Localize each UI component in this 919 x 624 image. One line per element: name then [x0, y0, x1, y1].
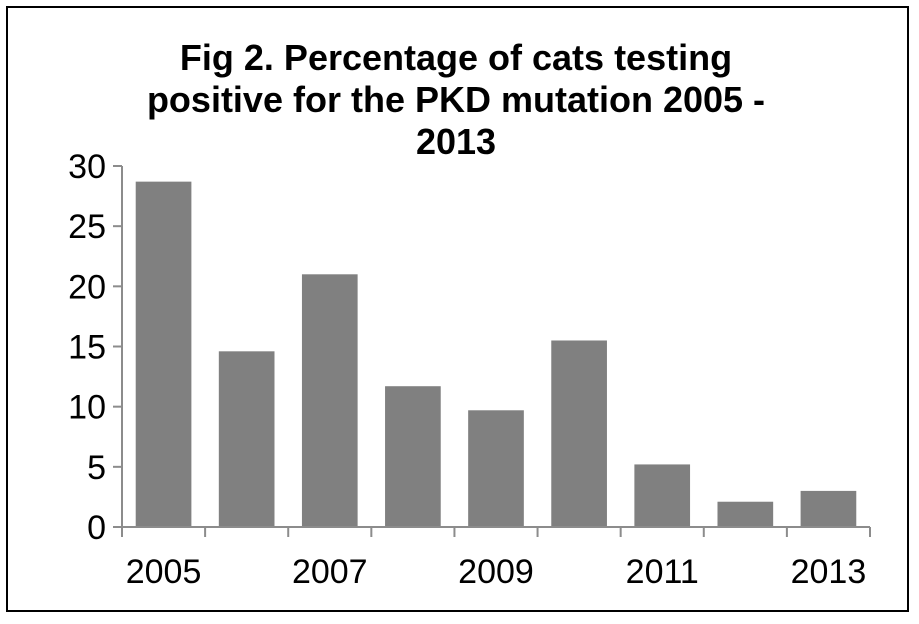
y-tick-label-30: 30 [68, 148, 106, 186]
bar-2011 [634, 464, 691, 527]
x-tick-label-2011: 2011 [626, 553, 699, 591]
bar-2009 [468, 410, 524, 527]
x-tick-label-2009: 2009 [458, 553, 534, 591]
bar-2007 [301, 274, 358, 527]
y-tick-label-10: 10 [68, 389, 106, 427]
bar-2012 [717, 501, 774, 527]
y-tick-label-25: 25 [68, 208, 106, 246]
bar-2006 [218, 351, 275, 527]
y-tick-label-5: 5 [87, 449, 106, 487]
bar-2008 [385, 386, 441, 527]
y-tick-label-0: 0 [87, 509, 106, 547]
chart-title-line-1: Fig 2. Percentage of cats testing [180, 37, 732, 78]
y-tick-label-20: 20 [68, 268, 106, 306]
bar-2005 [135, 181, 192, 527]
x-tick-label-2005: 2005 [126, 553, 202, 591]
y-axis-ticks: 0 5 10 15 20 25 30 [68, 148, 122, 547]
chart-title-line-2: positive for the PKD mutation 2005 - [147, 79, 765, 120]
chart-title: Fig 2. Percentage of cats testing positi… [147, 37, 765, 162]
x-axis-ticks: 2005 2007 2009 2011 2013 [121, 527, 871, 591]
y-tick-label-15: 15 [68, 329, 106, 367]
x-tick-label-2013: 2013 [791, 553, 867, 591]
bar-2013 [800, 490, 857, 527]
bar-2010 [551, 340, 607, 527]
chart-title-line-3: 2013 [416, 121, 496, 162]
bars [135, 181, 857, 527]
x-tick-label-2007: 2007 [292, 553, 368, 591]
